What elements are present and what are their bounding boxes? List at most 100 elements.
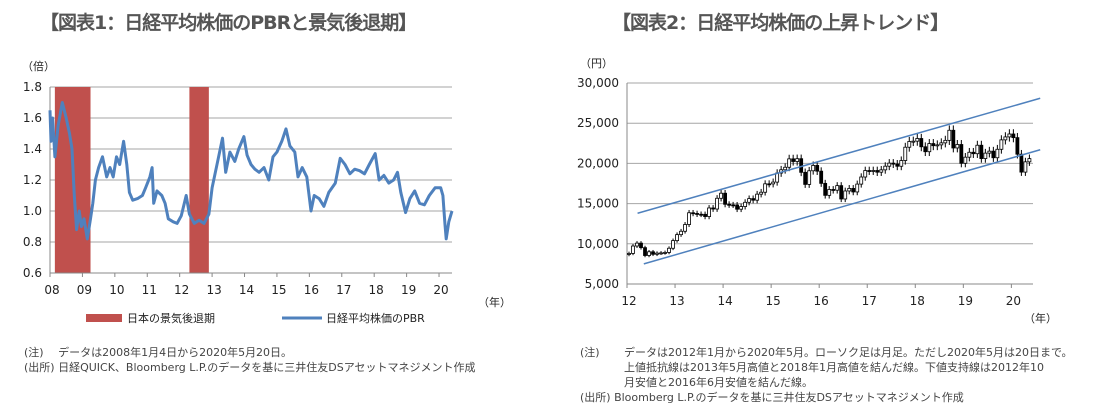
candle-body — [751, 198, 756, 201]
candle-body — [767, 183, 772, 186]
candle-body — [951, 129, 956, 149]
candle-body — [935, 144, 940, 147]
candle-body — [1003, 136, 1008, 141]
chart2-note-line3: 月安値と2016年6月安値を結んだ線。 — [624, 376, 813, 389]
candle-body — [851, 188, 856, 193]
candle-body — [907, 141, 912, 148]
candle-body — [675, 234, 679, 242]
candle-body — [915, 138, 920, 142]
chart1-x-unit: （年） — [478, 295, 511, 309]
x-tick-label: 15 — [271, 283, 286, 297]
x-tick-label: 11 — [142, 283, 157, 297]
nikkei-chart: （円） （年） 5,000 10,000 15,000 20,000 25,000 30,… — [577, 57, 1057, 325]
candle-body — [887, 162, 892, 167]
candle-body — [679, 230, 683, 236]
y-tick-label: 1.8 — [23, 80, 42, 94]
legend-recession-swatch — [86, 314, 122, 322]
y-tick-label: 20,000 — [577, 156, 619, 170]
chart1-source: (出所) 日経QUICK、Bloomberg L.P.のデータを基に三井住友DS… — [24, 361, 476, 374]
trendline — [637, 97, 1041, 214]
x-tick-label: 19 — [958, 294, 973, 308]
candle-body — [835, 185, 840, 191]
candle-body — [931, 143, 936, 147]
candle-body — [1027, 158, 1032, 163]
chart2-note-label: (注) — [580, 346, 600, 359]
candle-body — [919, 138, 924, 148]
candle-body — [723, 192, 727, 205]
x-tick-label: 15 — [766, 294, 781, 308]
candle-body — [859, 176, 864, 185]
candle-body — [683, 224, 687, 232]
candle-body — [707, 207, 711, 217]
candle-body — [635, 242, 639, 247]
candle-body — [755, 193, 760, 201]
candle-body — [959, 144, 964, 164]
candle-body — [815, 165, 820, 172]
candle-body — [991, 150, 996, 159]
candle-body — [699, 213, 703, 216]
candle-body — [1015, 137, 1020, 155]
candle-body — [759, 191, 764, 195]
candle-body — [903, 146, 908, 161]
candle-body — [947, 129, 952, 141]
legend-pbr-label: 日経平均株価のPBR — [326, 311, 425, 325]
candle-body — [787, 158, 792, 168]
x-tick-label: 14 — [717, 294, 732, 308]
candle-body — [927, 143, 932, 153]
candle-body — [747, 198, 752, 203]
legend-recession-label: 日本の景気後退期 — [127, 311, 215, 325]
y-tick-label: 25,000 — [577, 116, 619, 130]
trendline — [643, 149, 1041, 265]
candle-body — [791, 158, 796, 162]
candle-body — [763, 183, 768, 193]
candle-body — [839, 185, 844, 200]
y-tick-label: 5,000 — [585, 277, 619, 291]
candle-body — [979, 144, 984, 159]
candle-body — [891, 162, 896, 165]
candle-body — [863, 170, 868, 178]
x-tick-label: 20 — [433, 283, 448, 297]
candle-body — [691, 212, 695, 215]
candle-body — [943, 139, 948, 144]
candle-body — [739, 206, 744, 210]
x-tick-label: 18 — [369, 283, 384, 297]
x-tick-label: 10 — [109, 283, 124, 297]
chart2-y-unit: （円） — [580, 57, 613, 70]
x-tick-label: 08 — [44, 283, 59, 297]
x-tick-label: 12 — [621, 294, 636, 308]
candle-body — [667, 247, 671, 253]
y-tick-label: 1.4 — [23, 142, 42, 156]
candle-body — [771, 181, 776, 185]
candle-body — [1011, 133, 1016, 139]
y-tick-label: 0.8 — [23, 235, 42, 249]
y-tick-label: 1.2 — [23, 173, 42, 187]
candle-body — [855, 183, 860, 193]
x-tick-label: 13 — [669, 294, 684, 308]
candle-body — [955, 144, 960, 149]
candle-body — [807, 170, 812, 185]
y-tick-label: 30,000 — [577, 76, 619, 90]
candle-body — [731, 204, 736, 207]
x-tick-label: 16 — [814, 294, 829, 308]
x-tick-label: 17 — [336, 283, 351, 297]
candle-body — [895, 163, 900, 167]
candle-body — [847, 188, 852, 192]
candle-body — [971, 151, 976, 155]
candle-body — [843, 190, 848, 200]
candle-body — [695, 213, 699, 215]
candle-body — [967, 151, 972, 158]
candle-body — [871, 170, 876, 172]
x-tick-label: 12 — [174, 283, 189, 297]
candle-body — [783, 166, 788, 171]
y-tick-label: 10,000 — [577, 237, 619, 251]
candle-body — [1019, 153, 1024, 173]
y-tick-label: 15,000 — [577, 197, 619, 211]
y-tick-label: 0.6 — [23, 266, 42, 280]
chart2-note-line1: データは2012年1月から2020年5月。ローソク足は月足。ただし2020年5月… — [624, 346, 1073, 359]
chart2-title: 【図表2：日経平均株価の上昇トレンド】 — [612, 12, 949, 34]
candle-body — [899, 160, 904, 167]
candle-body — [715, 197, 719, 210]
chart1-y-unit: （倍） — [22, 59, 55, 73]
candle-body — [823, 182, 828, 196]
